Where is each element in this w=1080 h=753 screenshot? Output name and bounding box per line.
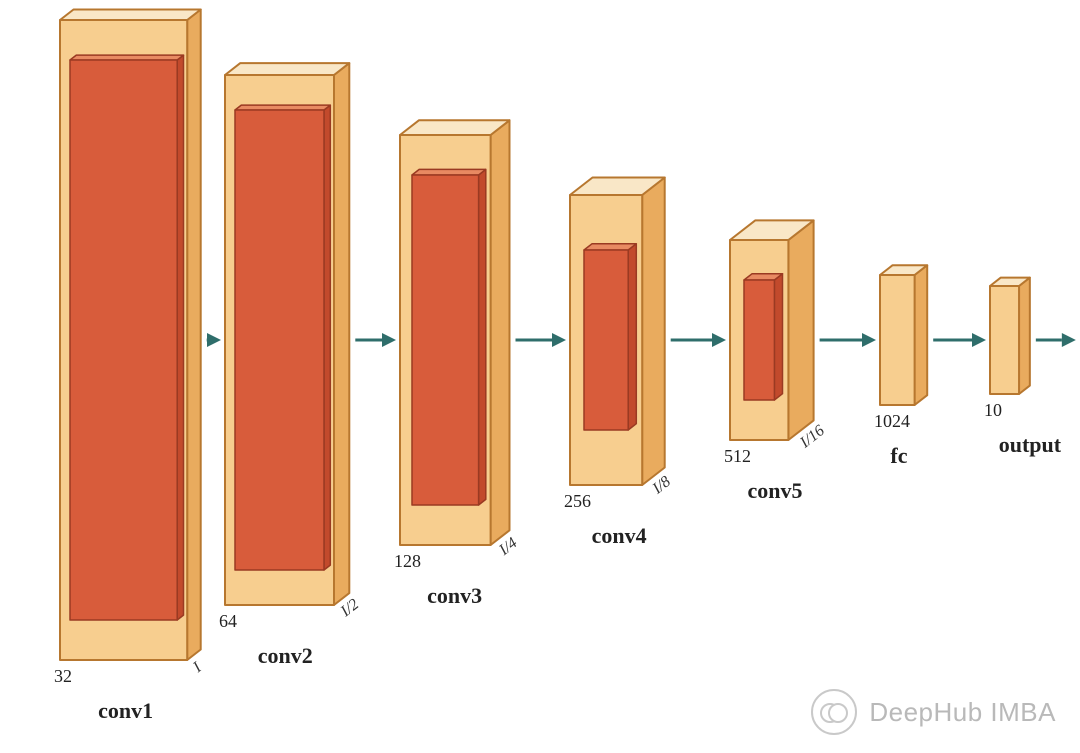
watermark-text: DeepHub IMBA [869,697,1056,728]
layer-name-label: fc [890,443,907,468]
layer-channels: 256 [564,491,591,511]
layer-channels: 10 [984,400,1002,420]
layer-conv1: 32 Iconv1 [54,10,205,724]
layer-channels: 32 [54,666,72,686]
layer-name-label: output [999,432,1062,457]
layer-channels: 128 [394,551,421,571]
layer-name-label: conv5 [748,478,803,503]
layer-fc: 1024 fc [874,265,927,468]
layer-conv5: 512I/16conv5 [724,220,828,503]
layer-name-label: conv3 [427,583,482,608]
layer-channels: 1024 [874,411,910,431]
flow-arrow [516,333,567,347]
flow-arrow [933,333,986,347]
flow-arrow [1036,333,1076,347]
layer-conv4: 256I/8conv4 [564,178,674,549]
layer-output: 10 output [984,278,1062,457]
chat-bubble-icon [811,689,857,735]
watermark: DeepHub IMBA [811,689,1056,735]
layer-name-label: conv1 [98,698,153,723]
layer-conv2: 64I/2conv2 [219,63,362,668]
layer-name-label: conv2 [258,643,313,668]
flow-arrow [671,333,726,347]
layer-resolution: I [189,659,205,677]
flow-arrow [207,333,221,347]
layer-channels: 64 [219,611,237,631]
layer-conv3: 128I/4conv3 [394,120,521,608]
flow-arrow [820,333,876,347]
flow-arrow [355,333,396,347]
layer-channels: 512 [724,446,751,466]
layer-name-label: conv4 [592,523,647,548]
